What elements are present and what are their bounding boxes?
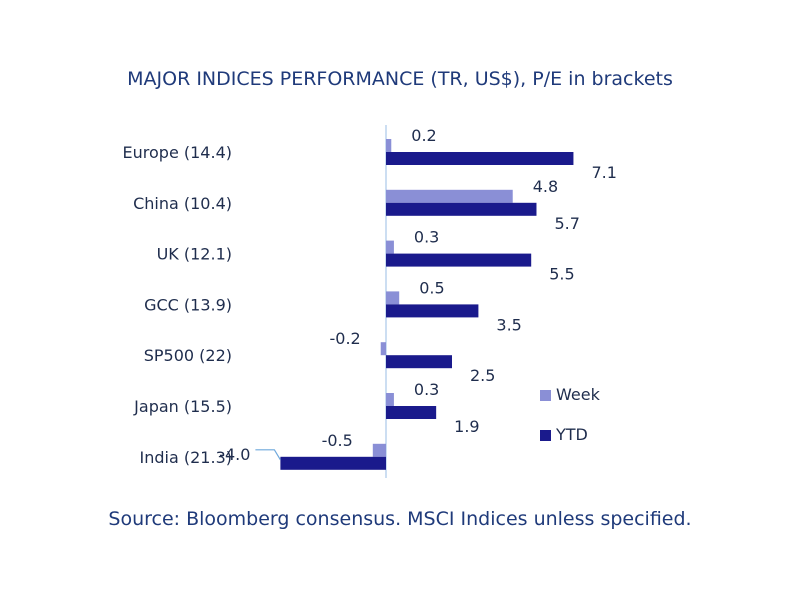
week-bar bbox=[380, 342, 386, 356]
ytd-bar bbox=[386, 304, 479, 318]
week-bar bbox=[386, 291, 400, 305]
week-bar bbox=[386, 189, 513, 203]
ytd-bar bbox=[386, 355, 452, 369]
category-label: Europe (14.4) bbox=[123, 143, 232, 162]
ytd-value-label: -4.0 bbox=[219, 445, 250, 464]
week-value-label: 0.2 bbox=[411, 126, 436, 145]
week-value-label: -0.5 bbox=[322, 431, 353, 450]
ytd-bar bbox=[386, 406, 437, 419]
legend-swatch-week bbox=[540, 390, 551, 401]
category-label: Japan (15.5) bbox=[133, 397, 232, 416]
ytd-bar bbox=[386, 253, 532, 267]
week-bar bbox=[372, 443, 386, 457]
week-value-label: 0.3 bbox=[414, 228, 439, 247]
ytd-bar bbox=[386, 152, 574, 165]
chart-title: MAJOR INDICES PERFORMANCE (TR, US$), P/E… bbox=[127, 68, 673, 90]
category-label: China (10.4) bbox=[133, 194, 232, 213]
week-bar bbox=[386, 393, 394, 406]
week-value-label: 0.3 bbox=[414, 380, 439, 399]
category-label: SP500 (22) bbox=[144, 346, 232, 365]
legend-label-week: Week bbox=[556, 385, 601, 404]
india-label-leader-line bbox=[255, 449, 281, 461]
category-label: GCC (13.9) bbox=[144, 295, 232, 314]
category-label: UK (12.1) bbox=[157, 245, 232, 264]
ytd-value-label: 2.5 bbox=[470, 366, 495, 385]
category-label: India (21.3) bbox=[140, 448, 232, 467]
ytd-value-label: 1.9 bbox=[454, 417, 479, 436]
ytd-value-label: 5.7 bbox=[554, 214, 579, 233]
week-bar bbox=[386, 139, 392, 152]
legend-label-ytd: YTD bbox=[555, 425, 588, 444]
week-value-label: 4.8 bbox=[533, 177, 558, 196]
week-bar bbox=[386, 240, 394, 254]
ytd-value-label: 5.5 bbox=[549, 265, 574, 284]
ytd-bar bbox=[386, 202, 537, 216]
ytd-bar bbox=[280, 456, 386, 470]
ytd-value-label: 7.1 bbox=[591, 163, 616, 182]
source-note: Source: Bloomberg consensus. MSCI Indice… bbox=[108, 508, 692, 530]
week-value-label: -0.2 bbox=[330, 329, 361, 348]
week-value-label: 0.5 bbox=[419, 278, 444, 297]
legend-swatch-ytd bbox=[540, 430, 551, 441]
ytd-value-label: 3.5 bbox=[496, 315, 521, 334]
